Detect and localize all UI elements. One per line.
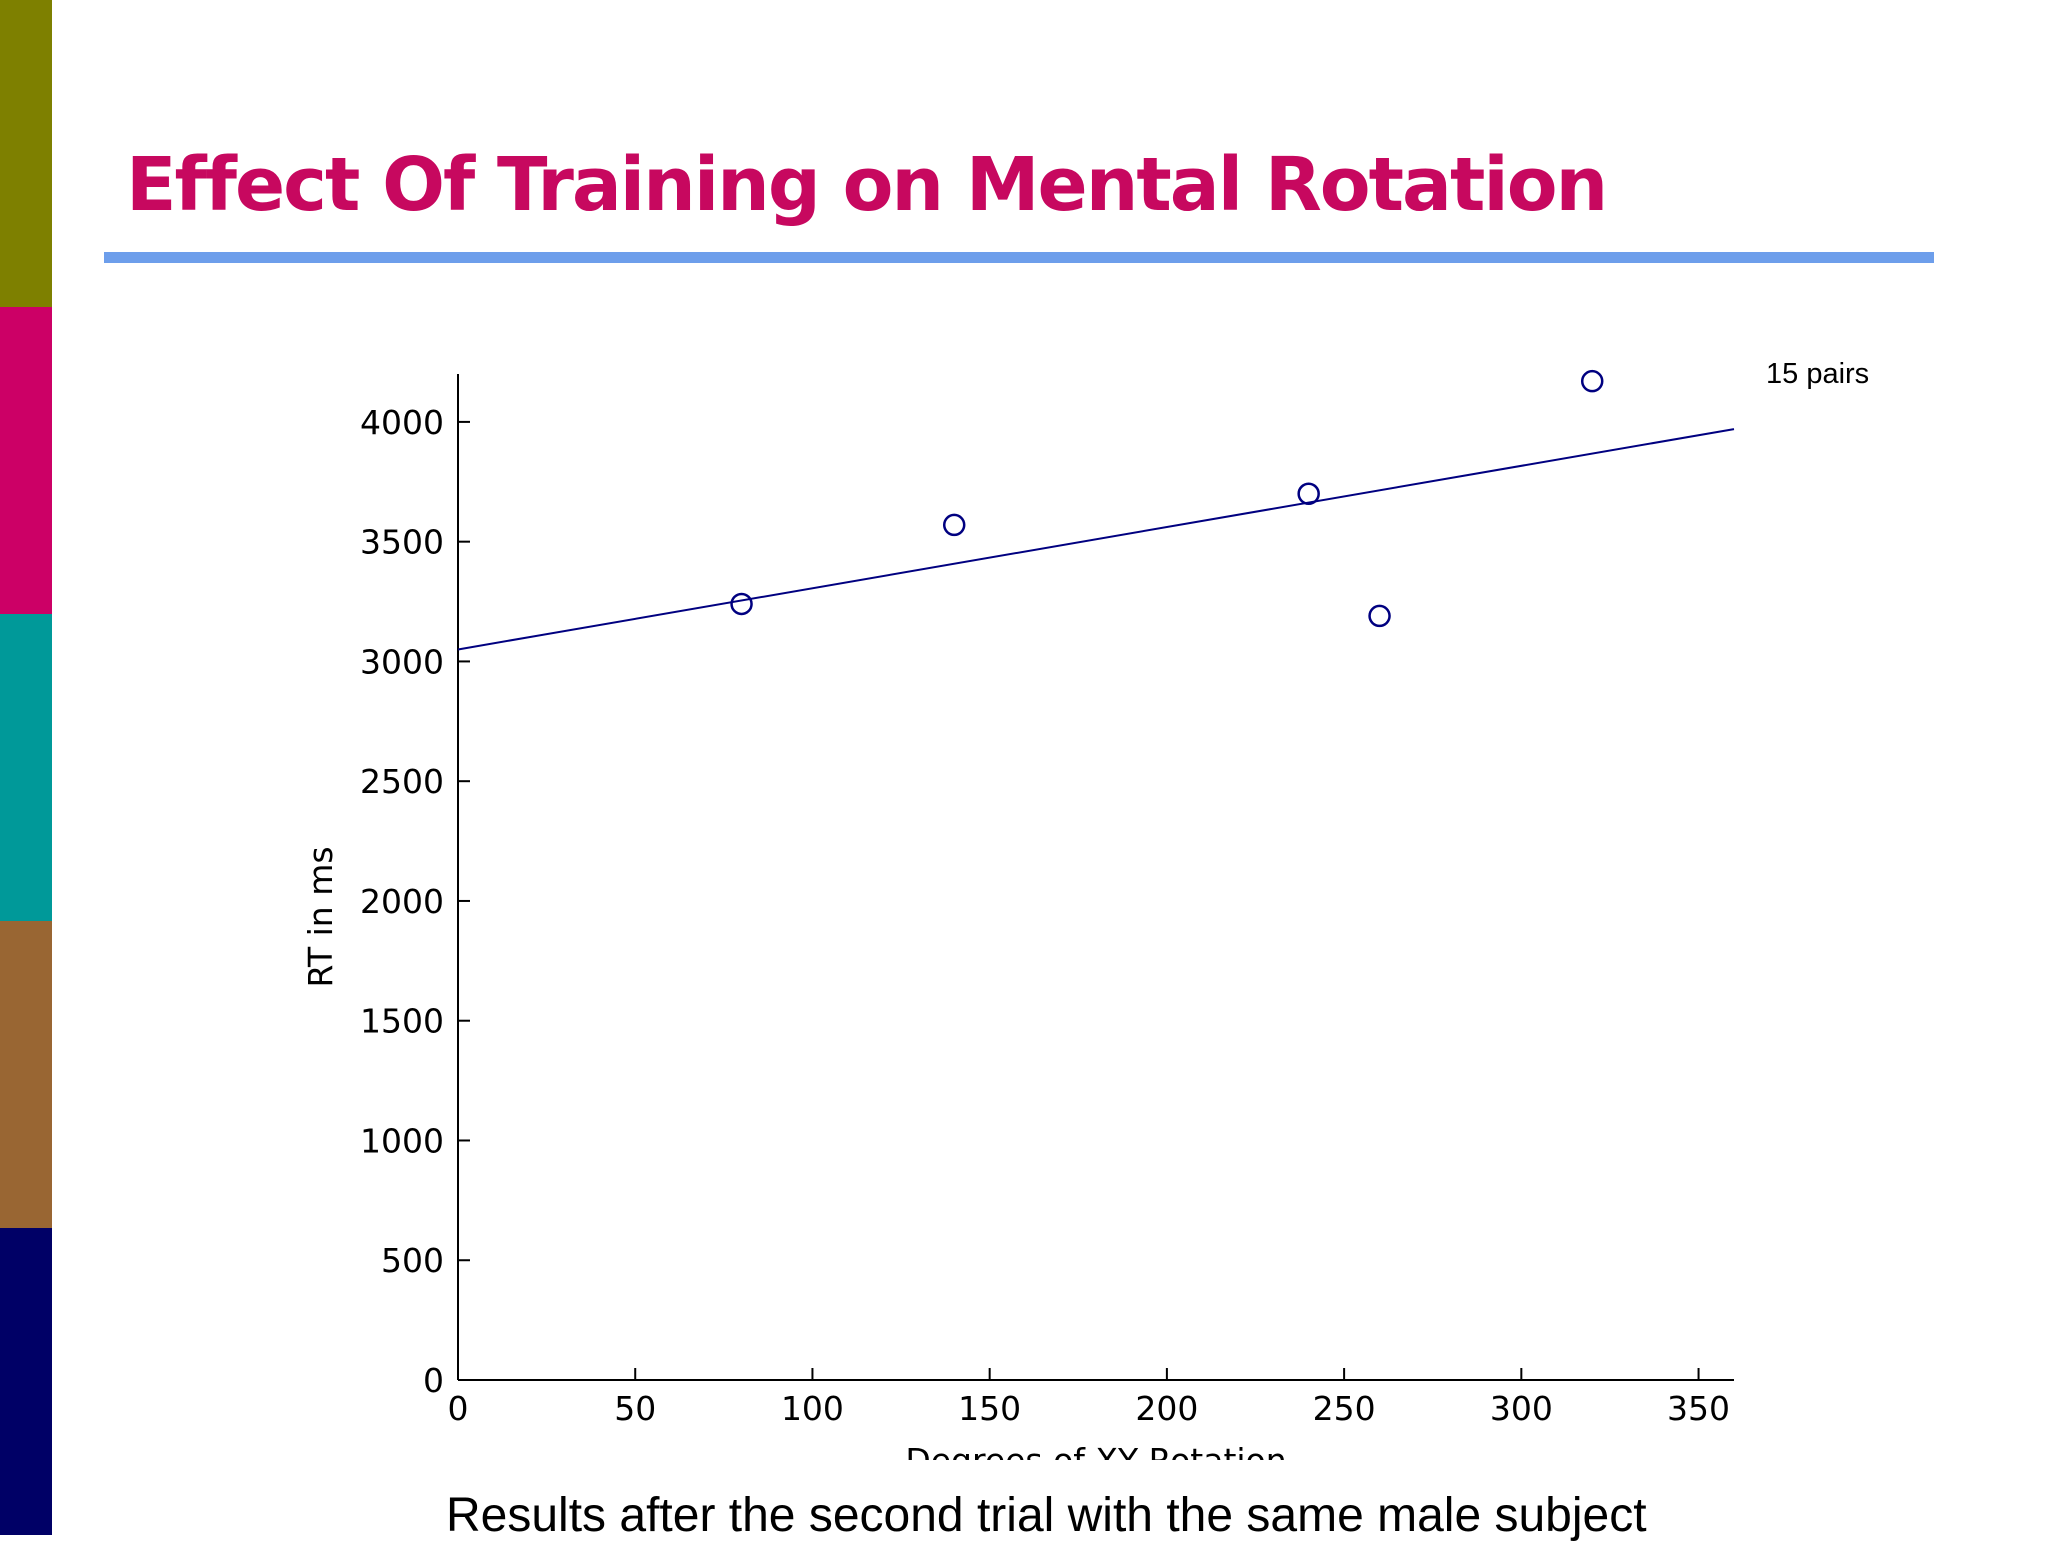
x-tick-label: 0 (448, 1389, 469, 1428)
side-bar-segment-olive (0, 0, 52, 307)
data-point (1580, 369, 1604, 393)
data-point (942, 513, 966, 537)
y-tick-label: 3000 (360, 642, 444, 681)
x-axis-ticks: 0 50 100 150 200 250 300 350 (448, 1368, 1730, 1428)
x-axis-label: Degrees of XY Rotation (905, 1441, 1286, 1460)
y-tick-label: 4000 (360, 403, 444, 442)
x-tick-label: 150 (958, 1389, 1021, 1428)
side-color-bar (0, 0, 52, 1536)
x-tick-label: 300 (1490, 1389, 1553, 1428)
data-point (1297, 482, 1320, 506)
title-underline (104, 252, 1934, 263)
y-tick-label: 500 (381, 1241, 444, 1280)
scatter-chart: 0 500 1000 1500 2000 2500 3000 3500 4000 0 50 100 1… (301, 369, 1735, 1460)
slide-title: Effect Of Training on Mental Rotation (126, 142, 1608, 228)
data-point (730, 592, 753, 616)
x-tick-label: 50 (614, 1389, 656, 1428)
x-tick-label: 250 (1313, 1389, 1376, 1428)
side-bar-segment-navy (0, 1228, 52, 1535)
chart-annotation: 15 pairs (1766, 358, 1870, 390)
y-tick-label: 2500 (360, 762, 444, 801)
y-tick-label: 1500 (360, 1002, 444, 1041)
data-point (1368, 604, 1391, 628)
x-tick-label: 350 (1667, 1389, 1730, 1428)
data-points (730, 369, 1604, 628)
y-axis-label: RT in ms (301, 846, 340, 987)
y-tick-label: 3500 (360, 523, 444, 562)
side-bar-segment-brown (0, 921, 52, 1228)
regression-line (457, 428, 1735, 651)
side-bar-segment-teal (0, 614, 52, 921)
y-tick-label: 1000 (360, 1121, 444, 1160)
x-tick-label: 200 (1135, 1389, 1198, 1428)
chart-axes (457, 374, 1734, 1381)
x-tick-label: 100 (781, 1389, 844, 1428)
y-tick-label: 0 (423, 1361, 444, 1400)
slide-caption: Results after the second trial with the … (446, 1489, 1647, 1542)
y-tick-label: 2000 (360, 882, 444, 921)
y-axis-ticks: 0 500 1000 1500 2000 2500 3000 3500 4000 (360, 403, 470, 1400)
side-bar-segment-magenta (0, 307, 52, 614)
